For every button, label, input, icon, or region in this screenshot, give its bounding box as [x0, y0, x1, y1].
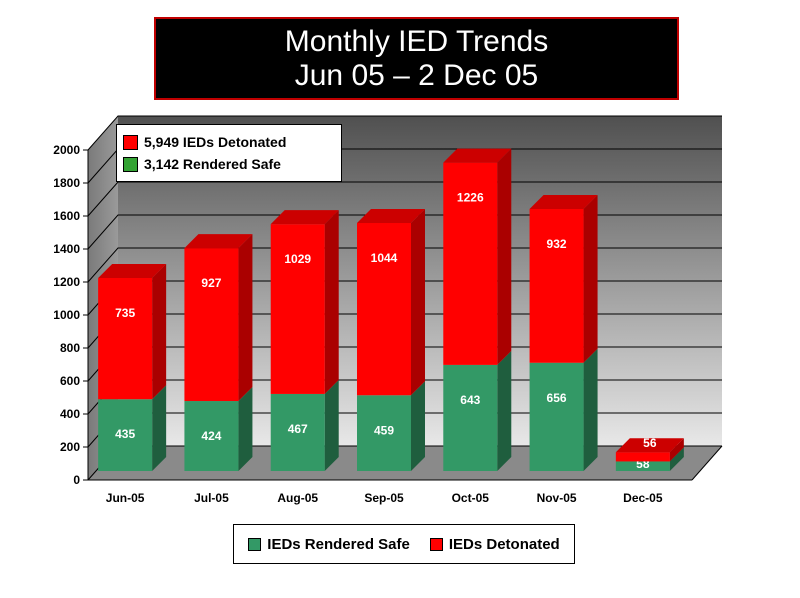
legend-item-detonated: IEDs Detonated [429, 535, 560, 553]
legend-label: IEDs Detonated [448, 535, 560, 553]
bar-side [238, 234, 253, 402]
chart-title: Monthly IED Trends [284, 25, 549, 58]
x-axis-depth-line [691, 445, 723, 481]
gridline [87, 247, 722, 283]
data-label: 459 [374, 423, 394, 437]
legend-item-rendered-safe-total: 3,142 Rendered Safe [123, 153, 341, 175]
data-label: 656 [547, 391, 567, 405]
bar-segment [357, 395, 411, 471]
gridline [87, 181, 722, 217]
gridline [87, 115, 722, 151]
bar-top [615, 438, 684, 453]
x-tick-label: Nov-05 [537, 491, 577, 505]
data-label: 643 [460, 393, 480, 407]
bar-segment [184, 401, 239, 471]
y-tick-label: 0 [73, 473, 80, 487]
y-tick-label: 400 [60, 407, 80, 421]
chart-legend: IEDs Rendered Safe IEDs Detonated [233, 524, 575, 564]
bar-top [270, 210, 339, 225]
bar-side [583, 348, 598, 471]
bar-side [152, 385, 167, 471]
data-label: 1226 [457, 191, 484, 205]
x-tick-label: Jun-05 [106, 491, 145, 505]
gridline [87, 214, 722, 250]
legend-swatch-green [123, 156, 138, 172]
legend-swatch-green [248, 537, 262, 551]
bar-top [529, 194, 598, 209]
bar-segment [270, 393, 325, 471]
bar-top [98, 263, 167, 278]
legend-swatch-red [429, 537, 443, 551]
bar-segment [98, 399, 153, 471]
x-tick-label: Jul-05 [194, 491, 229, 505]
bar-top [184, 234, 253, 249]
bar-segment [184, 248, 239, 402]
y-tick-label: 1800 [53, 176, 80, 190]
data-label: 467 [288, 422, 308, 436]
bar-side [669, 447, 684, 471]
bar-segment [357, 223, 411, 396]
y-tick-label: 2000 [53, 143, 80, 157]
chart-title-box: Monthly IED Trends Jun 05 – 2 Dec 05 [154, 17, 679, 100]
data-label: 435 [115, 427, 135, 441]
data-label: 1029 [284, 252, 311, 266]
x-tick-label: Aug-05 [277, 491, 318, 505]
x-tick-label: Sep-05 [364, 491, 404, 505]
bar-segment [615, 461, 670, 471]
data-label: 927 [201, 276, 221, 290]
legend-label: 3,142 Rendered Safe [144, 156, 281, 172]
bar-side [411, 381, 425, 471]
legend-label: 5,949 IEDs Detonated [144, 134, 287, 150]
y-tick-label: 1200 [53, 275, 80, 289]
data-label: 56 [643, 436, 657, 450]
bar-segment [529, 208, 584, 363]
legend-label: IEDs Rendered Safe [267, 535, 410, 553]
bar-segment [98, 277, 153, 400]
chart-subtitle: Jun 05 – 2 Dec 05 [294, 59, 539, 92]
bar-segment [615, 452, 670, 462]
x-tick-label: Dec-05 [623, 491, 663, 505]
bar-side [497, 148, 512, 365]
bar-side [411, 209, 425, 396]
bar-top [357, 209, 425, 224]
y-tick-label: 200 [60, 440, 80, 454]
y-tick-label: 1000 [53, 308, 80, 322]
legend-item-rendered-safe: IEDs Rendered Safe [248, 536, 410, 553]
chart-legend-totals: 5,949 IEDs Detonated 3,142 Rendered Safe [116, 124, 342, 182]
bar-segment [443, 162, 498, 365]
bar-side [324, 210, 339, 394]
bar-segment [529, 362, 584, 471]
y-tick-label: 600 [60, 374, 80, 388]
y-tick-label: 1600 [53, 209, 80, 223]
y-tick-label: 800 [60, 341, 80, 355]
data-label: 1044 [371, 251, 398, 265]
data-label: 735 [115, 306, 135, 320]
bar-side [669, 438, 684, 462]
bar-side [583, 194, 598, 363]
bar-top [443, 148, 512, 163]
legend-swatch-red [123, 134, 138, 150]
bar-segment [270, 224, 325, 394]
x-tick-label: Oct-05 [452, 491, 490, 505]
bar-side [238, 387, 253, 471]
bar-side [152, 263, 167, 400]
y-tick-label: 1400 [53, 242, 80, 256]
bar-segment [443, 364, 498, 471]
data-label: 424 [201, 429, 221, 443]
bar-side [497, 350, 512, 471]
bar-side [324, 379, 339, 471]
legend-item-detonated-total: 5,949 IEDs Detonated [123, 131, 341, 153]
data-label: 932 [547, 237, 567, 251]
